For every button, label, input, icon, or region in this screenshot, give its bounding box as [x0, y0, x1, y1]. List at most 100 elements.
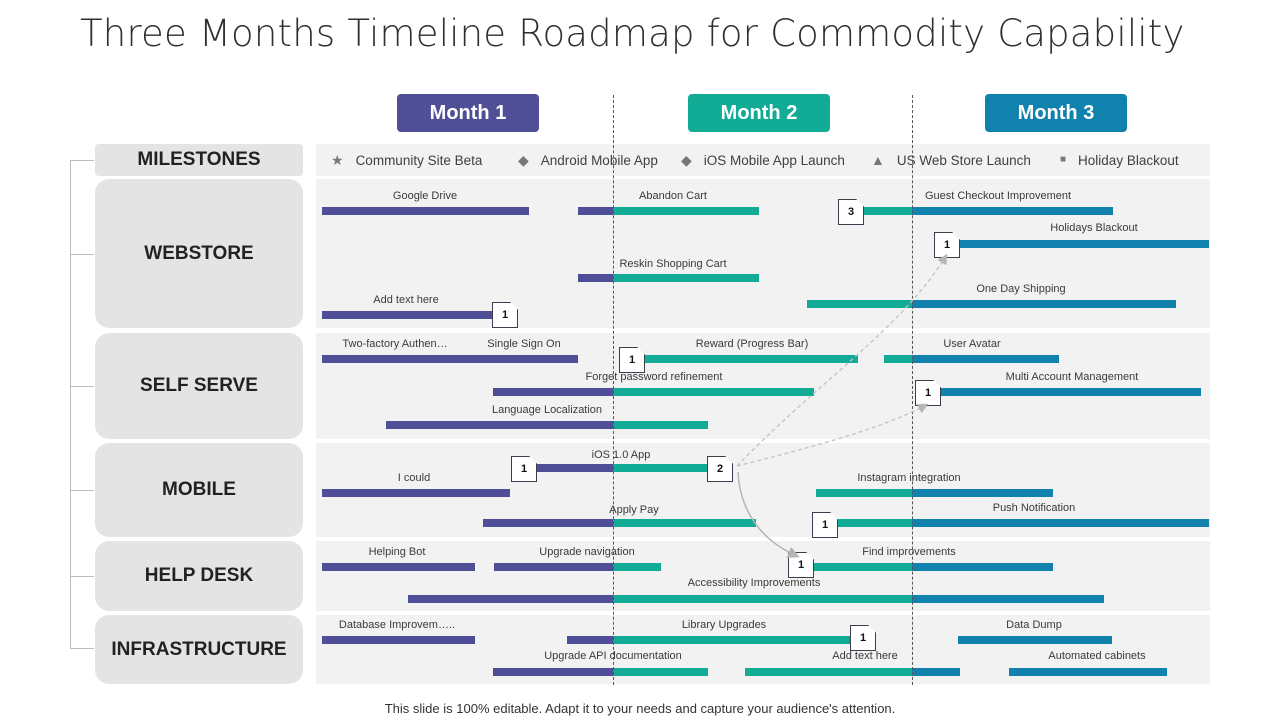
bracket-tick [70, 576, 94, 577]
task-label: Upgrade navigation [539, 546, 635, 558]
milestone-android-app: ◆ Android Mobile App [518, 150, 658, 170]
self-serve-label: SELF SERVE [95, 333, 303, 439]
task-label: Accessibility Improvements [687, 577, 821, 589]
count-flag: 3 [838, 199, 864, 225]
count-flag: 1 [812, 512, 838, 538]
bracket-tick [70, 254, 94, 255]
task-bar [322, 311, 497, 319]
task-bar [322, 489, 510, 497]
task-label: Add text here [373, 294, 439, 306]
task-bar [613, 563, 661, 571]
warning-triangle-icon: ▲ [871, 152, 885, 168]
task-bar [958, 240, 1209, 248]
count-flag: 1 [850, 625, 876, 651]
help-desk-label: HELP DESK [95, 541, 303, 611]
task-bar [322, 636, 475, 644]
task-bar [745, 668, 912, 676]
task-bar [807, 300, 912, 308]
task-label: Forget password refinement [585, 371, 723, 383]
count-flag: 1 [619, 347, 645, 373]
task-bar [912, 595, 1104, 603]
task-bar [578, 207, 613, 215]
task-bar [816, 489, 912, 497]
count-flag: 1 [788, 552, 814, 578]
task-bar [912, 668, 960, 676]
square-icon: ■ [1060, 154, 1067, 165]
diamond-icon: ◆ [681, 152, 692, 168]
task-label: Reskin Shopping Cart [619, 258, 727, 270]
task-label: I could [397, 472, 431, 484]
task-label: Reward (Progress Bar) [695, 338, 809, 350]
month-2-header: Month 2 [688, 94, 830, 132]
task-bar [493, 388, 613, 396]
task-bar [578, 274, 613, 282]
task-bar [912, 563, 1053, 571]
task-bar [613, 421, 708, 429]
task-bar [567, 636, 613, 644]
task-bar [536, 464, 613, 472]
task-label: Push Notification [992, 502, 1076, 514]
task-bar [912, 489, 1053, 497]
milestone-holiday-blackout: ■ Holiday Blackout [1060, 150, 1179, 170]
bracket-tick [70, 386, 94, 387]
task-label: Instagram integration [857, 472, 961, 484]
task-bar [613, 595, 912, 603]
task-bar [483, 519, 613, 527]
task-bar [613, 519, 756, 527]
task-label: Single Sign On [487, 338, 561, 350]
task-bar [494, 563, 613, 571]
task-label: Multi Account Management [1005, 371, 1139, 383]
milestone-text: Community Site Beta [355, 152, 483, 168]
month-divider [613, 95, 614, 685]
task-bar [958, 636, 1112, 644]
count-flag: 1 [492, 302, 518, 328]
task-bar [812, 563, 912, 571]
diamond-icon: ◆ [518, 152, 529, 168]
task-label: Data Dump [1006, 619, 1062, 631]
task-bar [322, 355, 578, 363]
task-bar [862, 207, 912, 215]
lane-bracket [70, 160, 92, 648]
task-bar [613, 668, 708, 676]
task-label: Database Improvem….. [338, 619, 456, 631]
star-icon: ★ [331, 152, 344, 168]
month-divider [912, 95, 913, 685]
task-bar [613, 464, 707, 472]
milestone-text: US Web Store Launch [896, 152, 1031, 168]
page-title: Three Months Timeline Roadmap for Commod… [80, 12, 1185, 55]
milestone-text: Android Mobile App [540, 152, 658, 168]
task-bar [322, 563, 475, 571]
task-label: Google Drive [392, 190, 458, 202]
task-bar [613, 388, 814, 396]
count-flag: 1 [915, 380, 941, 406]
task-label: Two-factory Authen… [342, 338, 448, 350]
footer-note: This slide is 100% editable. Adapt it to… [384, 701, 896, 716]
task-bar [838, 519, 912, 527]
task-bar [912, 355, 1059, 363]
task-label: Holidays Blackout [1050, 222, 1138, 234]
task-bar [408, 595, 613, 603]
task-label: Language Localization [491, 404, 603, 416]
task-label: Find improvements [862, 546, 956, 558]
count-flag: 1 [511, 456, 537, 482]
task-label: Helping Bot [368, 546, 426, 558]
task-bar [613, 274, 759, 282]
month-1-header: Month 1 [397, 94, 539, 132]
task-bar [493, 668, 613, 676]
task-bar [386, 421, 613, 429]
milestone-ios-app-launch: ◆ iOS Mobile App Launch [681, 150, 845, 170]
task-bar [613, 636, 853, 644]
task-bar [912, 207, 1113, 215]
milestone-us-web-store-launch: ▲ US Web Store Launch [871, 150, 1031, 170]
task-label: Abandon Cart [639, 190, 707, 202]
task-label: Add text here [832, 650, 898, 662]
task-label: Library Upgrades [681, 619, 767, 631]
task-label: Apply Pay [609, 504, 659, 516]
milestones-lane [316, 144, 1210, 176]
task-bar [640, 355, 858, 363]
task-label: One Day Shipping [976, 283, 1066, 295]
month-3-header: Month 3 [985, 94, 1127, 132]
task-label: User Avatar [943, 338, 1001, 350]
infrastructure-label: INFRASTRUCTURE [95, 615, 303, 684]
mobile-label: MOBILE [95, 443, 303, 537]
